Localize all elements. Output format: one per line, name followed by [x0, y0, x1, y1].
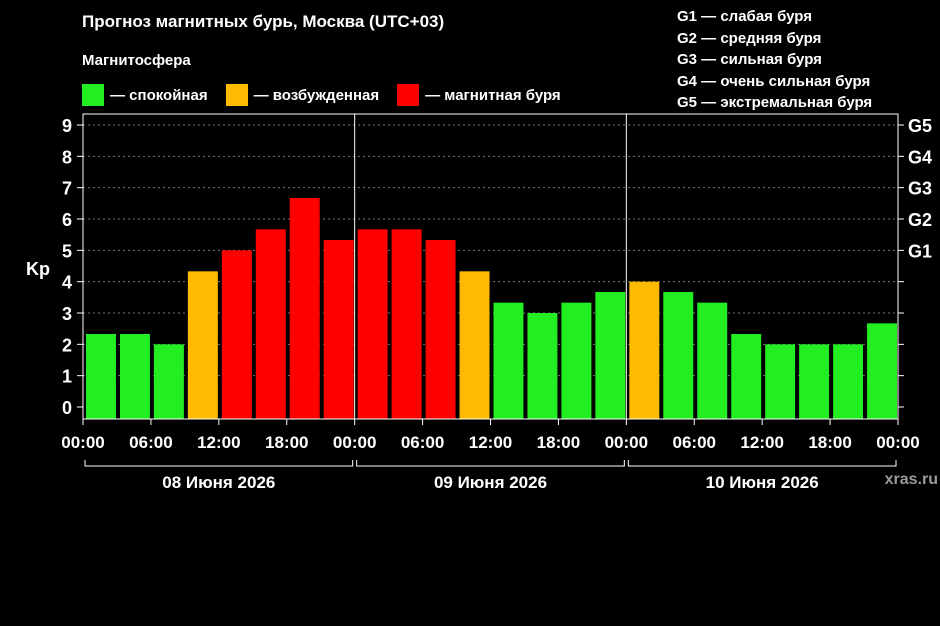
kp-bar: [663, 292, 694, 419]
y-axis-label: Kp: [26, 259, 50, 279]
kp-bar: [153, 344, 184, 419]
x-tick-label: 06:00: [673, 433, 716, 452]
x-tick-label: 12:00: [740, 433, 783, 452]
day-bracket: [84, 460, 354, 467]
g-scale-g4: G4 — очень сильная буря: [677, 72, 871, 90]
y-tick-label: 0: [62, 398, 72, 418]
day-label: 10 Июня 2026: [706, 473, 819, 492]
g-level-label: G1: [908, 241, 932, 261]
g-scale-g2: G2 — средняя буря: [677, 29, 822, 47]
kp-bar: [391, 229, 422, 419]
kp-bar: [561, 302, 592, 419]
legend-item-excited: — возбужденная: [225, 84, 380, 106]
x-tick-label: 06:00: [401, 433, 444, 452]
kp-bar: [731, 333, 762, 419]
kp-bar: [595, 292, 626, 419]
g-scale-g5: G5 — экстремальная буря: [677, 94, 873, 111]
x-tick-label: 18:00: [265, 433, 308, 452]
y-tick-label: 9: [62, 116, 72, 136]
kp-bar: [86, 333, 116, 419]
kp-bar: [697, 302, 728, 419]
magnetosphere-legend: — спокойная — возбужденная — магнитная б…: [82, 84, 579, 106]
kp-bar: [187, 271, 218, 419]
kp-bar: [527, 313, 558, 419]
kp-bar: [629, 281, 660, 419]
y-tick-label: 4: [62, 273, 72, 293]
y-tick-label: 2: [62, 335, 72, 355]
watermark: xras.ru: [884, 471, 938, 488]
kp-bar: [867, 323, 897, 419]
legend-swatch-calm: [82, 84, 104, 106]
g-scale-g1: G1 — слабая буря: [677, 8, 813, 25]
y-tick-label: 6: [62, 210, 72, 230]
y-tick-label: 7: [62, 179, 72, 199]
kp-bar: [799, 344, 830, 419]
kp-bar: [221, 250, 252, 419]
x-tick-label: 18:00: [808, 433, 851, 452]
magnetosphere-heading: Магнитосфера: [82, 52, 191, 69]
x-tick-label: 12:00: [197, 433, 240, 452]
y-tick-label: 1: [62, 367, 72, 387]
kp-bar: [425, 239, 456, 419]
g-scale-legend: G1 — слабая буря G2 — средняя буря G3 — …: [677, 6, 872, 114]
x-tick-label: 12:00: [469, 433, 512, 452]
legend-swatch-excited: [225, 84, 248, 106]
kp-bar: [765, 344, 796, 419]
kp-bar: [459, 271, 490, 419]
kp-bar: [833, 344, 864, 419]
day-bracket: [627, 460, 897, 467]
x-tick-label: 18:00: [537, 433, 580, 452]
x-tick-label: 00:00: [61, 433, 104, 452]
x-tick-label: 06:00: [129, 433, 172, 452]
x-tick-label: 00:00: [333, 433, 376, 452]
y-tick-label: 3: [62, 304, 72, 324]
y-tick-label: 8: [62, 147, 72, 167]
x-tick-label: 00:00: [876, 433, 919, 452]
kp-bar: [255, 229, 286, 419]
legend-item-storm: — магнитная буря: [397, 84, 561, 106]
legend-label-excited: — возбужденная: [253, 86, 380, 104]
kp-bar: [357, 229, 388, 419]
chart-title: Прогноз магнитных бурь, Москва (UTC+03): [82, 12, 445, 31]
legend-label-storm: — магнитная буря: [425, 86, 561, 104]
g-level-label: G2: [908, 210, 932, 230]
kp-bar: [289, 198, 320, 419]
legend-item-calm: — спокойная: [82, 84, 208, 106]
kp-bar: [323, 239, 354, 419]
g-level-label: G3: [908, 179, 932, 199]
kp-bar: [493, 302, 524, 419]
legend-label-calm: — спокойная: [110, 86, 208, 104]
g-level-label: G5: [908, 116, 932, 136]
g-level-label: G4: [908, 147, 932, 167]
x-tick-label: 00:00: [605, 433, 648, 452]
legend-swatch-storm: [397, 84, 420, 106]
day-bracket: [356, 460, 625, 467]
day-label: 08 Июня 2026: [162, 473, 275, 492]
g-scale-g3: G3 — сильная буря: [677, 51, 822, 68]
day-label: 09 Июня 2026: [434, 473, 547, 492]
kp-bar: [119, 333, 150, 419]
y-tick-label: 5: [62, 241, 72, 261]
